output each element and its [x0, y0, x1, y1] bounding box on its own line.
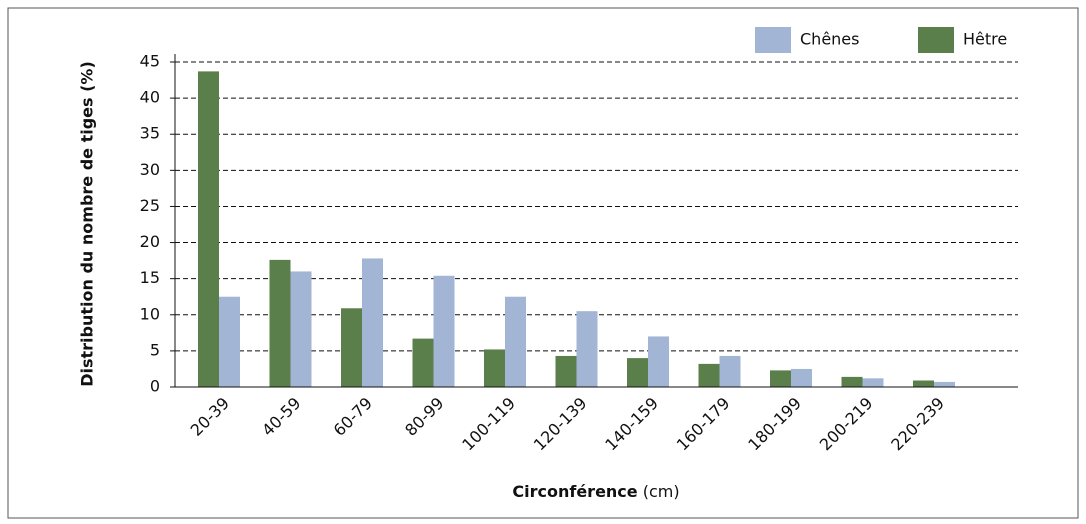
bar — [484, 349, 505, 387]
legend-label: Hêtre — [963, 30, 1007, 49]
bar — [505, 296, 526, 387]
bar — [791, 368, 812, 387]
y-tick-label: 0 — [150, 377, 160, 396]
bar — [698, 363, 720, 387]
bar — [555, 355, 577, 387]
y-axis-label: Distribution du nombre de tiges (%) — [78, 61, 97, 387]
bar — [862, 378, 884, 387]
y-tick-label: 30 — [140, 160, 160, 179]
frame — [7, 7, 1079, 519]
y-tick-label: 45 — [140, 52, 160, 71]
x-tick-label: 180-199 — [744, 394, 805, 455]
y-tick-label: 15 — [140, 268, 160, 287]
bar — [341, 308, 362, 387]
bar — [576, 311, 598, 387]
y-tick-label: 35 — [140, 124, 160, 143]
x-tick-label: 140-159 — [601, 394, 662, 455]
bar — [219, 296, 240, 387]
x-axis-label-unit: (cm) — [643, 482, 680, 501]
bar — [648, 336, 669, 387]
x-tick-label: 160-179 — [673, 394, 734, 455]
y-tick-label: 10 — [140, 304, 160, 323]
y-tick-label: 25 — [140, 196, 160, 215]
bar — [412, 338, 434, 387]
y-tick-label: 40 — [140, 88, 160, 107]
bar — [362, 258, 383, 387]
x-axis-label-main: Circonférence — [512, 482, 637, 501]
x-tick-label: 200-219 — [816, 394, 877, 455]
y-tick-label: 5 — [150, 340, 160, 359]
x-tick-label: 100-119 — [458, 394, 519, 455]
bar — [719, 355, 741, 387]
x-tick-label: 80-99 — [401, 394, 447, 440]
x-tick-label: 220-239 — [887, 394, 948, 455]
x-tick-label: 120-139 — [530, 394, 591, 455]
bar — [841, 376, 863, 387]
x-axis-label: Circonférence (cm) — [512, 482, 679, 501]
legend-label: Chênes — [800, 30, 859, 49]
bar — [770, 370, 791, 387]
x-tick-label: 60-79 — [330, 394, 376, 440]
bar — [913, 380, 934, 387]
bar — [627, 358, 648, 387]
legend-swatch — [918, 27, 954, 53]
bar — [290, 271, 312, 387]
x-tick-label: 40-59 — [258, 394, 304, 440]
bar — [934, 381, 955, 387]
bar — [269, 259, 291, 387]
legend-swatch — [755, 27, 791, 53]
x-tick-label: 20-39 — [187, 394, 233, 440]
bar — [433, 275, 455, 387]
bar — [198, 71, 219, 387]
y-tick-label: 20 — [140, 232, 160, 251]
